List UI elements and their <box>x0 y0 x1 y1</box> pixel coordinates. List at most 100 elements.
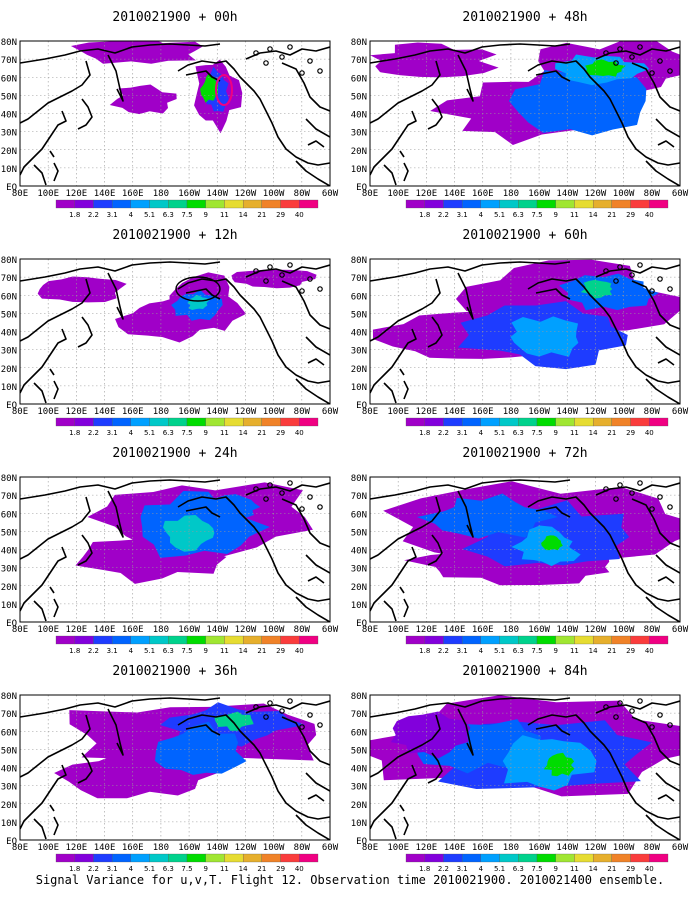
colorbar-swatch <box>480 417 500 427</box>
colorbar-level-label: 11 <box>220 865 229 873</box>
coastline <box>33 600 47 622</box>
colorbar-level-label: 9 <box>203 865 207 873</box>
coastline <box>33 382 47 404</box>
colorbar-swatch <box>111 635 132 645</box>
latitude-tick-label: 50N <box>351 528 367 538</box>
coastline <box>399 368 405 376</box>
colorbar-swatch <box>443 199 463 209</box>
coastline <box>370 110 417 176</box>
coastline <box>370 546 417 612</box>
colorbar-swatch <box>130 417 150 427</box>
colorbar-swatch <box>168 853 188 863</box>
panel-title-36h: 2010021900 + 36h <box>112 664 238 679</box>
colorbar-level-label: 2.2 <box>88 429 99 437</box>
map-frame <box>19 40 331 187</box>
coastline <box>655 118 680 138</box>
coastline <box>49 368 55 376</box>
colorbar-level-label: 21 <box>607 647 616 655</box>
colorbar-level-label: 2.2 <box>438 211 449 219</box>
longitude-tick-label: 160W <box>178 189 200 199</box>
island-outline <box>299 724 305 730</box>
longitude-tick-label: 180 <box>153 625 169 635</box>
coastline <box>370 764 417 830</box>
colorbar-swatch <box>499 417 519 427</box>
coastline <box>370 697 571 718</box>
signal-variance-region <box>543 752 575 777</box>
island-outline <box>667 504 673 510</box>
colorbar-swatch <box>168 417 188 427</box>
colorbar-swatch <box>536 199 556 209</box>
coastline <box>657 576 675 584</box>
colorbar-swatch <box>574 635 594 645</box>
longitude-tick-label: 120W <box>585 625 607 635</box>
colorbar-swatch <box>130 199 150 209</box>
colorbar-level-label: 21 <box>607 865 616 873</box>
longitude-tick-label: 100W <box>263 843 285 853</box>
longitude-tick-label: 100E <box>387 189 409 199</box>
colorbar-swatch <box>518 635 538 645</box>
latitude-tick-label: 20N <box>351 147 367 157</box>
colorbar-level-label: 5.1 <box>144 211 155 219</box>
island-outline <box>629 54 635 60</box>
colorbar-swatch <box>93 417 113 427</box>
coastline <box>305 772 330 792</box>
longitude-tick-label: 120E <box>66 189 88 199</box>
colorbar-level-label: 6.3 <box>163 865 174 873</box>
island-outline <box>613 496 619 502</box>
coastline <box>177 496 330 602</box>
colorbar-swatch <box>149 199 169 209</box>
longitude-tick-label: 80W <box>294 843 311 853</box>
coastline <box>20 697 221 718</box>
coastline <box>20 479 221 500</box>
colorbar-level-label: 4 <box>129 429 134 437</box>
latitude-tick-label: EQ <box>6 401 17 411</box>
colorbar-level-label: 11 <box>220 647 229 655</box>
longitude-tick-label: 140W <box>556 843 578 853</box>
signal-variance-region <box>370 42 499 78</box>
coastline <box>295 596 330 622</box>
colorbar-swatch <box>461 853 482 863</box>
colorbar-swatch <box>443 853 463 863</box>
colorbar-swatch <box>555 853 575 863</box>
island-outline <box>263 496 269 502</box>
colorbar-swatch <box>480 853 500 863</box>
colorbar-level-label: 2.2 <box>88 647 99 655</box>
map-frame <box>369 476 681 623</box>
colorbar-level-label: 11 <box>570 429 579 437</box>
latitude-tick-label: 70N <box>1 274 17 284</box>
colorbar-swatch <box>630 199 650 209</box>
latitude-tick-label: 40N <box>1 329 17 339</box>
coastline <box>383 164 397 186</box>
colorbar-level-label: 5.1 <box>494 429 505 437</box>
colorbar-level-label: 14 <box>589 865 598 873</box>
latitude-tick-label: 40N <box>351 329 367 339</box>
latitude-tick-label: 10N <box>1 601 17 611</box>
colorbar-level-label: 40 <box>295 865 304 873</box>
coastline <box>185 506 221 518</box>
peak-contour <box>215 74 233 106</box>
longitude-tick-label: 100W <box>613 843 635 853</box>
coastline <box>177 60 330 166</box>
colorbar-swatch <box>574 853 594 863</box>
island-outline <box>307 276 313 282</box>
coastline <box>107 708 124 756</box>
island-outline <box>317 286 323 292</box>
longitude-tick-label: 160E <box>122 407 144 417</box>
coastline <box>631 498 680 548</box>
latitude-tick-label: 30N <box>1 565 17 575</box>
longitude-tick-label: 80E <box>12 625 28 635</box>
colorbar-level-label: 21 <box>257 211 266 219</box>
panel-title-84h: 2010021900 + 84h <box>462 664 588 679</box>
longitude-tick-label: 80W <box>294 625 311 635</box>
latitude-tick-label: 60N <box>351 292 367 302</box>
island-outline <box>267 264 273 270</box>
island-outline <box>299 506 305 512</box>
colorbar-level-label: 14 <box>589 429 598 437</box>
island-outline <box>637 480 643 486</box>
colorbar-swatch <box>574 199 594 209</box>
latitude-tick-label: 80N <box>1 692 17 702</box>
island-outline <box>267 700 273 706</box>
colorbar-swatch <box>205 635 225 645</box>
latitude-tick-label: 10N <box>1 819 17 829</box>
coastline <box>427 98 443 130</box>
